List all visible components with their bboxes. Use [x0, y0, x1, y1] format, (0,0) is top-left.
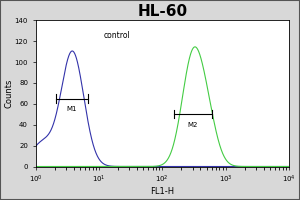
Text: control: control: [104, 31, 131, 40]
X-axis label: FL1-H: FL1-H: [150, 187, 174, 196]
Text: M1: M1: [67, 106, 77, 112]
Title: HL-60: HL-60: [137, 4, 188, 19]
Y-axis label: Counts: Counts: [4, 79, 13, 108]
Text: M2: M2: [188, 122, 198, 128]
